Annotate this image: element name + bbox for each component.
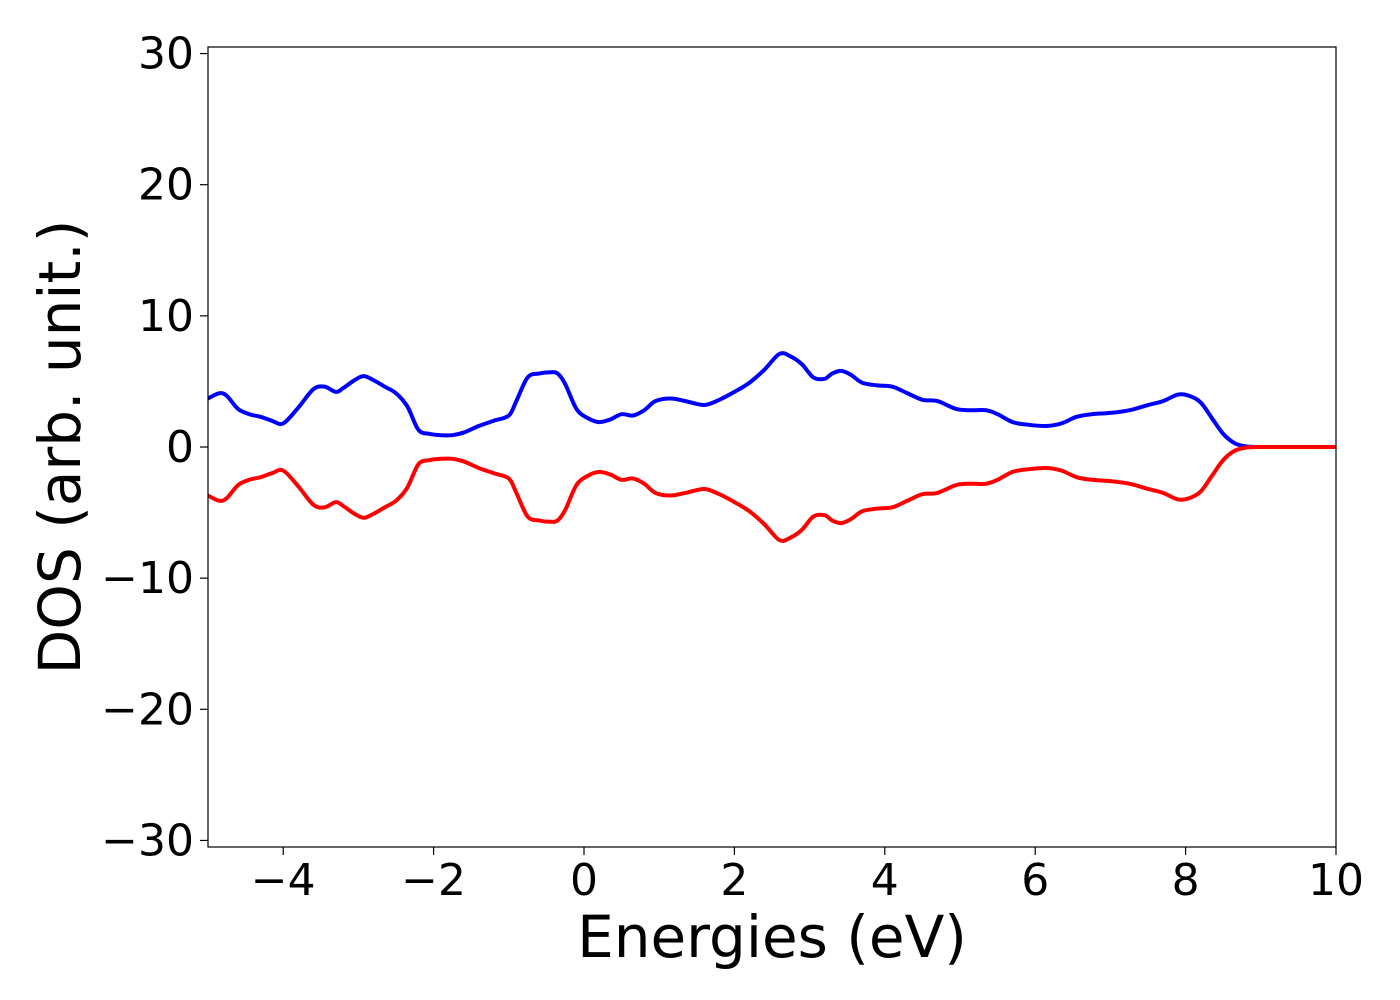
y-tick-label: −30 bbox=[101, 815, 194, 866]
dos-down-line bbox=[208, 444, 1336, 543]
y-tick-label: −10 bbox=[101, 553, 194, 604]
x-tick-label: 8 bbox=[1172, 855, 1200, 906]
y-axis-title: DOS (arb. unit.) bbox=[26, 220, 94, 675]
x-tick-label: 0 bbox=[570, 855, 598, 906]
dos-up-line bbox=[208, 351, 1336, 450]
x-tick-label: 6 bbox=[1021, 855, 1049, 906]
y-tick-label: 10 bbox=[138, 291, 194, 342]
y-tick-label: 0 bbox=[166, 422, 194, 473]
x-tick-label: 2 bbox=[720, 855, 748, 906]
x-tick-label: −2 bbox=[401, 855, 466, 906]
x-tick-label: 10 bbox=[1308, 855, 1364, 906]
x-tick-label: −4 bbox=[251, 855, 316, 906]
x-axis-title: Energies (eV) bbox=[577, 903, 967, 971]
y-tick-label: −20 bbox=[101, 684, 194, 735]
y-tick-label: 20 bbox=[138, 160, 194, 211]
x-tick-label: 4 bbox=[871, 855, 899, 906]
y-tick-label: 30 bbox=[138, 29, 194, 80]
plot-background bbox=[208, 47, 1336, 847]
